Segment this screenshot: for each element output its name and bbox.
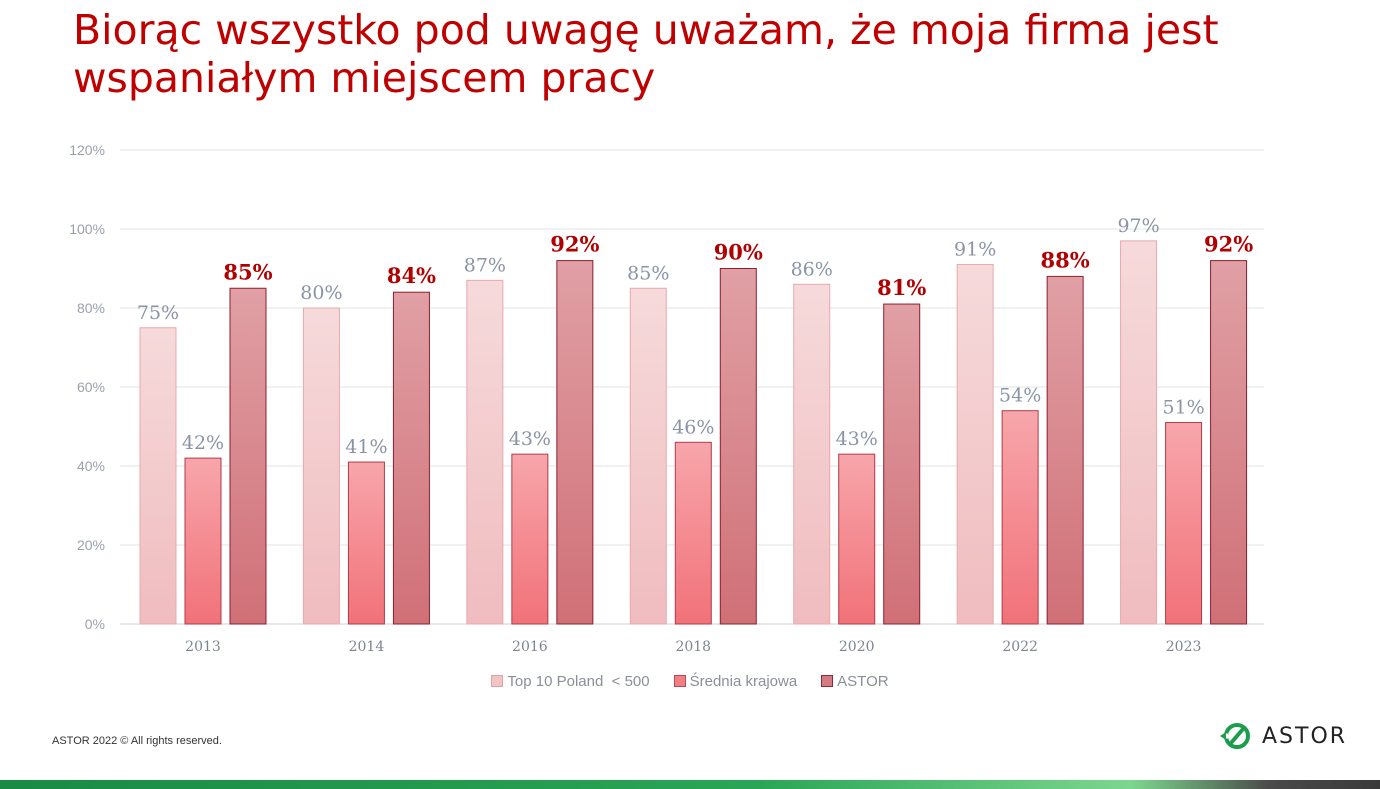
data-label-srednia: 51% bbox=[1162, 397, 1204, 419]
x-tick-label: 2016 bbox=[512, 639, 548, 655]
legend-item-srednia: Średnia krajowa bbox=[673, 672, 798, 690]
astor-logo: ASTOR bbox=[1218, 720, 1347, 752]
bar-srednia bbox=[838, 453, 876, 625]
y-tick-label: 80% bbox=[77, 300, 105, 316]
legend-label-astor: ASTOR bbox=[837, 672, 889, 690]
legend-swatch-astor bbox=[821, 675, 834, 687]
y-tick-label: 120% bbox=[69, 142, 105, 158]
bar-top10 bbox=[629, 287, 667, 625]
bar-srednia bbox=[184, 457, 222, 625]
x-tick-label: 2022 bbox=[1002, 639, 1038, 655]
data-label-astor: 90% bbox=[714, 240, 763, 265]
y-tick-label: 0% bbox=[85, 616, 105, 632]
bar-top10 bbox=[793, 283, 831, 625]
data-label-astor: 92% bbox=[1204, 232, 1253, 257]
y-tick-label: 60% bbox=[77, 379, 105, 395]
bar-astor bbox=[1210, 260, 1248, 625]
chart-title: Biorąc wszystko pod uwagę uważam, że moj… bbox=[73, 6, 1219, 102]
bar-astor bbox=[392, 291, 430, 625]
bar-srednia bbox=[347, 461, 385, 625]
data-label-top10: 91% bbox=[954, 239, 996, 261]
data-label-srednia: 46% bbox=[672, 416, 714, 438]
data-label-astor: 81% bbox=[877, 275, 926, 300]
legend-swatch-top10 bbox=[491, 675, 504, 687]
data-label-top10: 97% bbox=[1117, 215, 1159, 237]
bar-astor bbox=[229, 287, 267, 625]
bar-astor bbox=[556, 260, 594, 625]
bar-srednia bbox=[511, 453, 549, 625]
bar-srednia bbox=[1165, 422, 1203, 625]
data-label-srednia: 41% bbox=[345, 436, 387, 458]
bar-top10 bbox=[466, 279, 504, 625]
data-label-srednia: 43% bbox=[509, 428, 551, 450]
bar-astor bbox=[1046, 275, 1084, 625]
data-label-top10: 80% bbox=[300, 282, 342, 304]
data-labels: 75% 42% 85% 80% 41% 84% 87% 43% 92% 85% 46% 90% 86% 4… bbox=[137, 215, 1253, 458]
y-tick-label: 40% bbox=[77, 458, 105, 474]
x-tick-label: 2023 bbox=[1166, 639, 1202, 655]
astor-logo-text: ASTOR bbox=[1262, 723, 1348, 749]
x-tick-label: 2013 bbox=[185, 639, 221, 655]
axis-labels: 0% 20% 40% 60% 80% 100% 120% 2013 2014 2016 2018 20… bbox=[69, 142, 1201, 655]
data-label-astor: 92% bbox=[550, 232, 599, 257]
data-label-srednia: 43% bbox=[836, 428, 878, 450]
bar-top10 bbox=[139, 327, 177, 625]
x-tick-label: 2020 bbox=[839, 639, 875, 655]
bars bbox=[139, 240, 1248, 625]
footer-copyright: ASTOR 2022 © All rights reserved. bbox=[52, 735, 222, 747]
bottom-accent-bar bbox=[0, 780, 1380, 789]
bar-top10 bbox=[302, 307, 340, 625]
data-label-srednia: 54% bbox=[999, 385, 1041, 407]
bar-astor bbox=[719, 268, 757, 625]
bar-astor bbox=[883, 303, 921, 625]
y-tick-label: 100% bbox=[69, 221, 105, 237]
astor-logo-icon bbox=[1219, 723, 1250, 749]
bar-srednia bbox=[674, 441, 712, 625]
bar-chart: 75% 42% 85% 80% 41% 84% 87% 43% 92% 85% 46% 90% 86% 4… bbox=[69, 142, 1264, 655]
x-tick-label: 2014 bbox=[349, 639, 385, 655]
x-tick-label: 2018 bbox=[675, 639, 711, 655]
data-label-top10: 85% bbox=[627, 262, 669, 284]
data-label-srednia: 42% bbox=[182, 432, 224, 454]
data-label-top10: 86% bbox=[791, 258, 833, 280]
legend-swatch-srednia bbox=[673, 675, 686, 687]
legend-item-astor: ASTOR bbox=[821, 672, 889, 690]
legend-item-top10: Top 10 Poland < 500 bbox=[491, 672, 650, 690]
legend: Top 10 Poland < 500 Średnia krajowa ASTO… bbox=[0, 670, 1380, 692]
data-label-astor: 84% bbox=[387, 263, 436, 288]
y-tick-label: 20% bbox=[77, 537, 105, 553]
data-label-top10: 87% bbox=[464, 254, 506, 276]
bar-srednia bbox=[1001, 410, 1039, 625]
data-label-top10: 75% bbox=[137, 302, 179, 324]
bar-top10 bbox=[1120, 240, 1158, 625]
data-label-astor: 88% bbox=[1041, 247, 1090, 272]
bar-top10 bbox=[956, 264, 994, 625]
legend-label-srednia: Średnia krajowa bbox=[689, 672, 798, 690]
legend-label-top10: Top 10 Poland < 500 bbox=[507, 672, 650, 690]
data-label-astor: 85% bbox=[223, 259, 272, 284]
